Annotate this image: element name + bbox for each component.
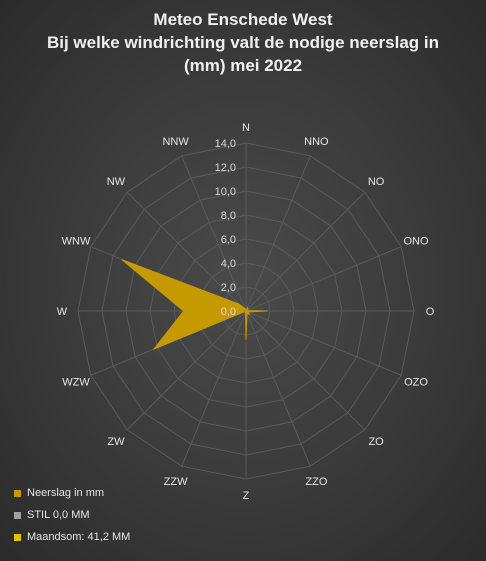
legend-label-stil: STIL 0,0 MM bbox=[27, 509, 90, 521]
legend-swatch-stil bbox=[14, 511, 21, 519]
title-line-3: (mm) mei 2022 bbox=[183, 56, 303, 75]
r-tick-label: 4,0 bbox=[221, 258, 236, 270]
r-tick-label: 6,0 bbox=[221, 234, 236, 246]
legend-item-stil: STIL 0,0 MM bbox=[14, 504, 130, 526]
radar-labels: 0,0 2,0 4,0 6,0 8,0 10,0 12,0 14,0 N NNO NO ONO O OZO… bbox=[57, 122, 435, 502]
chart-title: Meteo Enschede West Bij welke windrichti… bbox=[0, 8, 486, 77]
direction-label-ZZW: ZZW bbox=[164, 476, 188, 488]
legend-item-maandsom: Maandsom: 41,2 MM bbox=[14, 526, 130, 548]
direction-label-NW: NW bbox=[107, 176, 126, 188]
direction-label-NO: NO bbox=[368, 176, 385, 188]
grid-spoke-NNO bbox=[245, 155, 311, 312]
grid-spoke-NNW bbox=[181, 155, 247, 312]
grid-spoke-ZW bbox=[126, 310, 247, 431]
direction-label-WZW: WZW bbox=[62, 376, 90, 388]
radar-grid bbox=[77, 142, 415, 480]
legend-swatch-maandsom bbox=[14, 533, 21, 541]
direction-label-NNW: NNW bbox=[162, 136, 189, 148]
direction-label-NNO: NNO bbox=[304, 136, 329, 148]
direction-label-WNW: WNW bbox=[62, 236, 91, 248]
grid-spoke-ZZO bbox=[245, 310, 311, 467]
legend: Neerslag in mm STIL 0,0 MM Maandsom: 41,… bbox=[14, 482, 130, 548]
title-line-1: Meteo Enschede West bbox=[153, 10, 333, 29]
grid-spoke-ZZW bbox=[181, 310, 247, 467]
r-tick-label: 14,0 bbox=[215, 138, 236, 150]
grid-spoke-NW bbox=[126, 191, 247, 312]
direction-label-ZW: ZW bbox=[107, 436, 125, 448]
r-tick-label: 12,0 bbox=[215, 162, 236, 174]
direction-label-W: W bbox=[57, 306, 68, 318]
direction-label-ZO: ZO bbox=[368, 436, 384, 448]
direction-label-N: N bbox=[242, 122, 250, 134]
direction-label-O: O bbox=[426, 306, 435, 318]
series-area-0 bbox=[121, 259, 268, 351]
direction-label-OZO: OZO bbox=[404, 376, 428, 388]
grid-spoke-ONO bbox=[245, 246, 402, 312]
direction-label-ZZO: ZZO bbox=[305, 476, 327, 488]
direction-label-Z: Z bbox=[243, 490, 250, 502]
legend-item-neerslag: Neerslag in mm bbox=[14, 482, 130, 504]
r-tick-label: 8,0 bbox=[221, 210, 236, 222]
direction-label-ONO: ONO bbox=[403, 236, 429, 248]
legend-swatch-neerslag bbox=[14, 489, 21, 497]
grid-spoke-ZO bbox=[245, 310, 366, 431]
legend-label-neerslag: Neerslag in mm bbox=[27, 487, 105, 499]
grid-spoke-NO bbox=[245, 191, 366, 312]
r-tick-label: 2,0 bbox=[221, 282, 236, 294]
r-tick-label: 10,0 bbox=[215, 186, 236, 198]
title-line-2: Bij welke windrichting valt de nodige ne… bbox=[46, 33, 440, 52]
radar-series bbox=[121, 259, 268, 351]
r-tick-label: 0,0 bbox=[221, 306, 236, 318]
grid-spoke-OZO bbox=[245, 310, 402, 376]
legend-label-maandsom: Maandsom: 41,2 MM bbox=[27, 531, 131, 543]
